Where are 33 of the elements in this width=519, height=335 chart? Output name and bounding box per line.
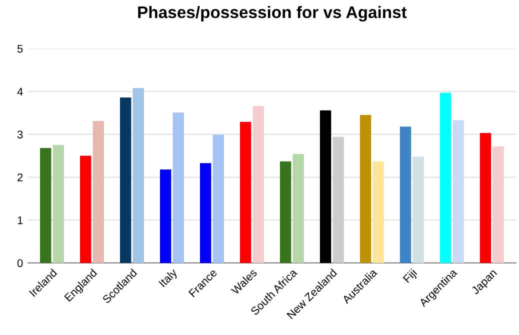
bar <box>80 156 92 263</box>
bar <box>160 169 172 263</box>
bar <box>292 154 304 263</box>
x-tick-label: Fiji <box>402 268 419 285</box>
bar <box>360 115 372 263</box>
bar <box>92 121 104 263</box>
y-tick-label: 0 <box>17 259 23 268</box>
chart-title: Phases/possession for vs Against <box>138 6 407 22</box>
y-tick-label: 3 <box>17 130 23 138</box>
bar <box>492 146 504 263</box>
x-tick-label: Italy <box>158 268 180 289</box>
bar <box>240 122 252 263</box>
bar <box>252 106 264 263</box>
bar <box>212 134 224 263</box>
bar <box>120 97 132 263</box>
bar <box>40 148 52 263</box>
bar <box>400 126 412 263</box>
bar <box>280 161 292 263</box>
bar <box>440 92 452 263</box>
y-tick-label: 2 <box>18 173 23 182</box>
bar <box>452 120 464 263</box>
bar <box>52 145 64 263</box>
y-tick-label: 1 <box>18 216 23 224</box>
bar <box>372 161 384 263</box>
y-tick-label: 5 <box>17 44 23 53</box>
bar <box>412 156 424 263</box>
bar <box>200 163 212 263</box>
bar <box>480 133 492 263</box>
bar <box>320 110 332 263</box>
bar <box>132 88 144 263</box>
bar <box>172 112 184 263</box>
y-tick-label: 4 <box>17 88 23 96</box>
bar <box>332 136 344 263</box>
